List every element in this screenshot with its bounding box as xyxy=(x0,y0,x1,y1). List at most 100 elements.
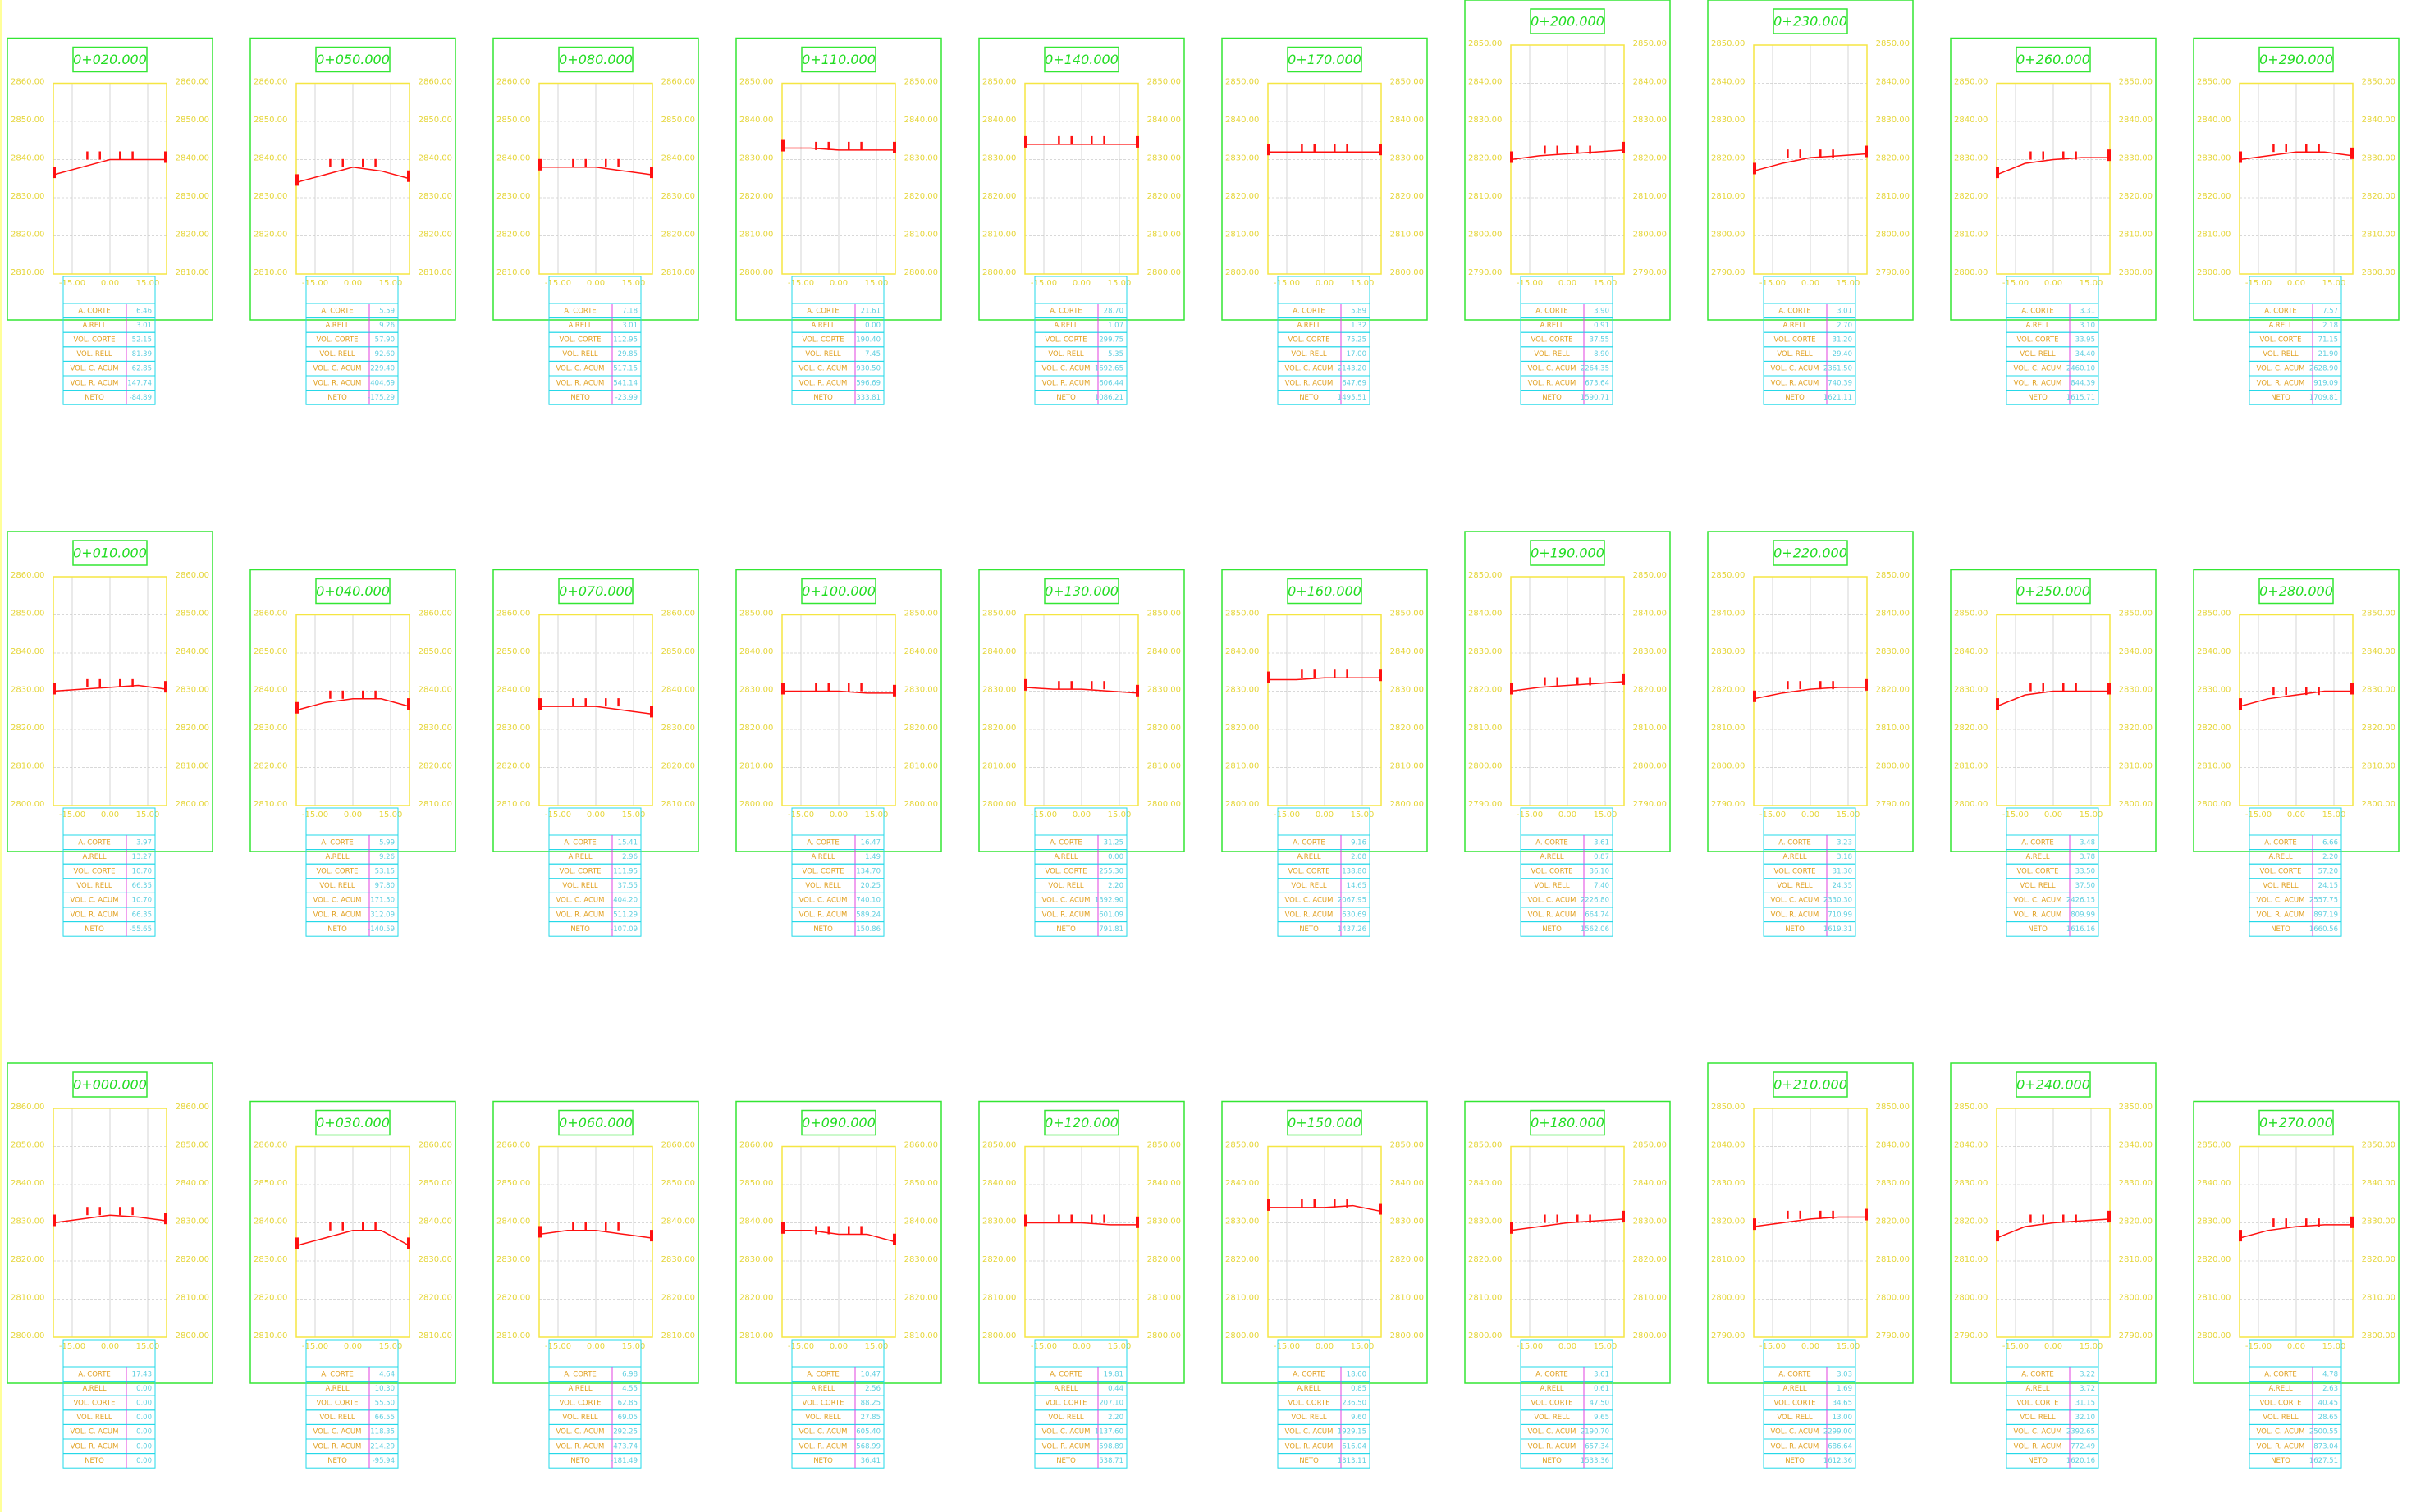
table-label: VOL. CORTE xyxy=(1531,336,1573,345)
elevation-label: 2830.00 xyxy=(2197,154,2231,163)
table-value: 92.60 xyxy=(375,350,395,359)
elevation-label: 2820.00 xyxy=(1954,1217,1988,1227)
table-value: 589.24 xyxy=(856,911,881,919)
offset-label: 15.00 xyxy=(136,1342,160,1351)
offset-label: 0.00 xyxy=(1316,279,1334,288)
title-box xyxy=(1530,1109,1605,1136)
title-box xyxy=(2258,578,2334,605)
table-value: 1.49 xyxy=(865,853,881,861)
title-box xyxy=(1773,1071,1848,1098)
elevation-label: 2830.00 xyxy=(1225,1217,1259,1227)
offset-label: 15.00 xyxy=(379,811,403,820)
title-box xyxy=(2016,1071,2091,1098)
table-label: VOL. C. ACUM xyxy=(1771,1428,1819,1437)
elevation-label: 2840.00 xyxy=(1633,78,1667,87)
table-value: 214.29 xyxy=(370,1442,395,1450)
table-label: VOL. CORTE xyxy=(1774,336,1816,345)
ground-profile xyxy=(53,684,167,692)
table-value: 2.96 xyxy=(622,853,638,861)
elevation-label: 2810.00 xyxy=(2197,1294,2231,1303)
elevation-label: 2830.00 xyxy=(1468,647,1502,656)
elevation-label: 2830.00 xyxy=(661,724,695,733)
offset-label: -15.00 xyxy=(1517,1342,1543,1351)
table-value: 3.61 xyxy=(1594,838,1609,847)
elevation-label: 2830.00 xyxy=(1225,686,1259,695)
table-value: 17.00 xyxy=(1347,350,1366,359)
table-value: 1627.51 xyxy=(2309,1457,2338,1465)
elevation-label: 2850.00 xyxy=(1468,571,1502,580)
elevation-label: 2850.00 xyxy=(1633,39,1667,48)
offset-label: 15.00 xyxy=(2322,811,2346,820)
offset-label: 15.00 xyxy=(1108,279,1132,288)
table-label: A. CORTE xyxy=(1050,1370,1082,1378)
table-label: A. CORTE xyxy=(78,1370,111,1378)
table-label: VOL. RELL xyxy=(2263,882,2299,890)
elevation-label: 2820.00 xyxy=(1225,192,1259,201)
table-label: VOL. CORTE xyxy=(2260,868,2302,876)
elevation-label: 2840.00 xyxy=(1633,610,1667,619)
panel-frame xyxy=(492,37,699,321)
ground-profile xyxy=(2239,690,2353,707)
table-value: 75.25 xyxy=(1347,336,1366,345)
title-box xyxy=(315,1109,391,1136)
table-label: VOL. CORTE xyxy=(1288,336,1330,345)
plot-frame xyxy=(538,82,653,275)
table-value: 3.61 xyxy=(1594,1370,1609,1378)
title-box xyxy=(1044,578,1119,605)
table-label: A. CORTE xyxy=(78,838,111,847)
elevation-label: 2850.00 xyxy=(982,610,1016,619)
table-label: VOL. C. ACUM xyxy=(1285,1428,1334,1437)
slope-stake xyxy=(1996,167,1999,179)
elevation-label: 2810.00 xyxy=(1954,1255,1988,1264)
elevation-label: 2850.00 xyxy=(739,78,773,87)
title-box xyxy=(315,46,391,73)
offset-label: 0.00 xyxy=(1316,811,1334,820)
table-label: VOL. R. ACUM xyxy=(1528,1442,1576,1450)
elevation-label: 2820.00 xyxy=(419,1294,452,1303)
table-cell xyxy=(1034,1453,1128,1469)
table-label: VOL. R. ACUM xyxy=(1771,379,1819,387)
table-label: VOL. RELL xyxy=(805,1414,841,1422)
elevation-label: 2810.00 xyxy=(1711,192,1745,201)
title-box xyxy=(2016,46,2091,73)
elevation-label: 2860.00 xyxy=(254,1141,287,1150)
panel-frame xyxy=(1707,0,1914,321)
elevation-label: 2810.00 xyxy=(982,231,1016,240)
elevation-label: 2850.00 xyxy=(254,116,287,125)
elevation-label: 2820.00 xyxy=(419,762,452,771)
table-label: A.RELL xyxy=(811,322,835,330)
table-label: A.RELL xyxy=(568,1385,592,1393)
elevation-label: 2810.00 xyxy=(11,1294,44,1303)
offset-label: 15.00 xyxy=(379,279,403,288)
elevation-label: 2820.00 xyxy=(904,192,938,201)
table-value: 312.09 xyxy=(370,911,395,919)
elevation-label: 2830.00 xyxy=(739,1255,773,1264)
station-title: 0+020.000 xyxy=(73,52,147,67)
table-value: 3.01 xyxy=(136,322,152,330)
table-value: 88.25 xyxy=(861,1400,881,1408)
elevation-label: 2840.00 xyxy=(661,154,695,163)
table-label: NETO xyxy=(570,394,590,402)
table-cell xyxy=(1520,390,1613,405)
slope-stake xyxy=(164,1213,167,1225)
table-label: NETO xyxy=(570,1457,590,1465)
table-label: VOL. R. ACUM xyxy=(1042,379,1091,387)
table-label: VOL. CORTE xyxy=(74,868,116,876)
elevation-label: 2840.00 xyxy=(1225,116,1259,125)
table-label: A.RELL xyxy=(1782,322,1806,330)
elevation-label: 2830.00 xyxy=(1876,647,1910,656)
panel-frame xyxy=(1221,37,1428,321)
station-title: 0+100.000 xyxy=(802,583,876,599)
elevation-label: 2840.00 xyxy=(2362,647,2395,656)
table-label: A. CORTE xyxy=(78,307,111,315)
table-value: 4.64 xyxy=(379,1370,395,1378)
offset-label: 0.00 xyxy=(2287,279,2305,288)
elevation-label: 2840.00 xyxy=(2362,116,2395,125)
table-value: 517.15 xyxy=(613,365,638,373)
slope-stake xyxy=(1865,1208,1868,1221)
table-label: NETO xyxy=(2028,1457,2048,1465)
table-value: 229.40 xyxy=(370,365,395,373)
title-box xyxy=(1773,8,1848,34)
table-label: VOL. C. ACUM xyxy=(2014,897,2062,905)
table-label: VOL. RELL xyxy=(1048,882,1084,890)
